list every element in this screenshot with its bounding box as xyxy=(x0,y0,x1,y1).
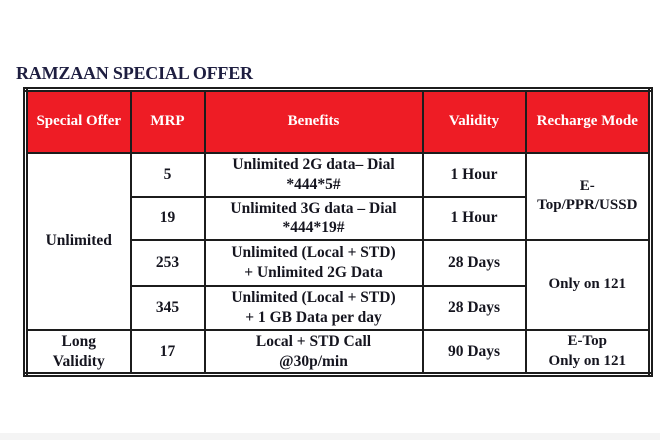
cell-recharge-only-on-121: Only on 121 xyxy=(524,239,652,331)
cell-benefits: Unlimited (Local + STD) + 1 GB Data per … xyxy=(203,285,424,331)
benefit-line: *444*19# xyxy=(282,219,345,237)
recharge-line: E- xyxy=(579,178,595,195)
benefit-line: + 1 GB Data per day xyxy=(245,308,382,326)
benefit-line: *444*5# xyxy=(286,175,341,193)
cell-benefits: Unlimited 3G data – Dial *444*19# xyxy=(203,195,424,242)
benefit-line: Unlimited 2G data– Dial xyxy=(232,155,395,173)
bottom-strip xyxy=(0,433,660,440)
cell-benefits: Local + STD Call @30p/min xyxy=(203,328,424,376)
table-row: 253 Unlimited (Local + STD) + Unlimited … xyxy=(26,239,652,331)
cell-validity: 28 Days xyxy=(421,239,527,288)
benefit-line: + Unlimited 2G Data xyxy=(244,264,383,282)
cell-validity: 1 Hour xyxy=(421,151,527,198)
column-header-validity: Validity xyxy=(421,88,527,154)
header-row: Special Offer MRP Benefits Validity Rech… xyxy=(24,88,652,154)
cell-benefits: Unlimited 2G data– Dial *444*5# xyxy=(203,151,424,198)
table-row: 19 Unlimited 3G data – Dial *444*19# 1 H… xyxy=(26,195,651,242)
cell-validity: 1 Hour xyxy=(421,195,527,242)
cell-validity: 90 Days xyxy=(421,328,527,376)
special-offer-line: Long xyxy=(61,332,96,350)
cell-validity: 28 Days xyxy=(421,285,527,331)
column-header-mrp: MRP xyxy=(129,88,206,154)
cell-recharge-etop-ppr-ussd: E- Top/PPR/USSD xyxy=(524,151,652,242)
benefit-line: Local + STD Call xyxy=(255,332,372,350)
table-row: Unlimited 5 Unlimited 2G data– Dial *444… xyxy=(24,151,652,331)
cell-mrp: 345 xyxy=(129,285,206,331)
cell-mrp: 5 xyxy=(129,151,206,198)
offer-table-container: Special Offer MRP Benefits Validity Rech… xyxy=(23,87,653,378)
special-offer-line: Validity xyxy=(52,352,105,370)
column-header-recharge-mode: Recharge Mode xyxy=(524,88,652,154)
recharge-line: Only on 121 xyxy=(548,352,627,369)
benefit-line: Unlimited (Local + STD) xyxy=(231,244,396,262)
offer-table: Special Offer MRP Benefits Validity Rech… xyxy=(23,87,653,378)
benefit-line: @30p/min xyxy=(279,352,348,370)
cell-special-offer-unlimited: Unlimited xyxy=(24,151,132,331)
page-title: RAMZAAN SPECIAL OFFER xyxy=(16,63,253,83)
table-row: 345 Unlimited (Local + STD) + 1 GB Data … xyxy=(26,285,651,331)
cell-special-offer-long-validity: Long Validity xyxy=(24,328,132,376)
cell-mrp: 253 xyxy=(129,239,206,288)
benefit-line: Unlimited 3G data – Dial xyxy=(230,199,397,217)
table-row: Long Validity 17 Local + STD Call @30p/m… xyxy=(24,328,652,376)
recharge-line: Top/PPR/USSD xyxy=(537,197,638,214)
cell-benefits: Unlimited (Local + STD) + Unlimited 2G D… xyxy=(203,239,424,288)
recharge-line: E-Top xyxy=(567,333,607,350)
cell-mrp: 17 xyxy=(129,328,206,376)
column-header-special-offer: Special Offer xyxy=(24,88,132,154)
benefit-line: Unlimited (Local + STD) xyxy=(231,289,396,307)
cell-recharge-etop-only-on-121: E-Top Only on 121 xyxy=(524,328,652,376)
cell-mrp: 19 xyxy=(129,195,206,242)
column-header-benefits: Benefits xyxy=(203,88,424,154)
